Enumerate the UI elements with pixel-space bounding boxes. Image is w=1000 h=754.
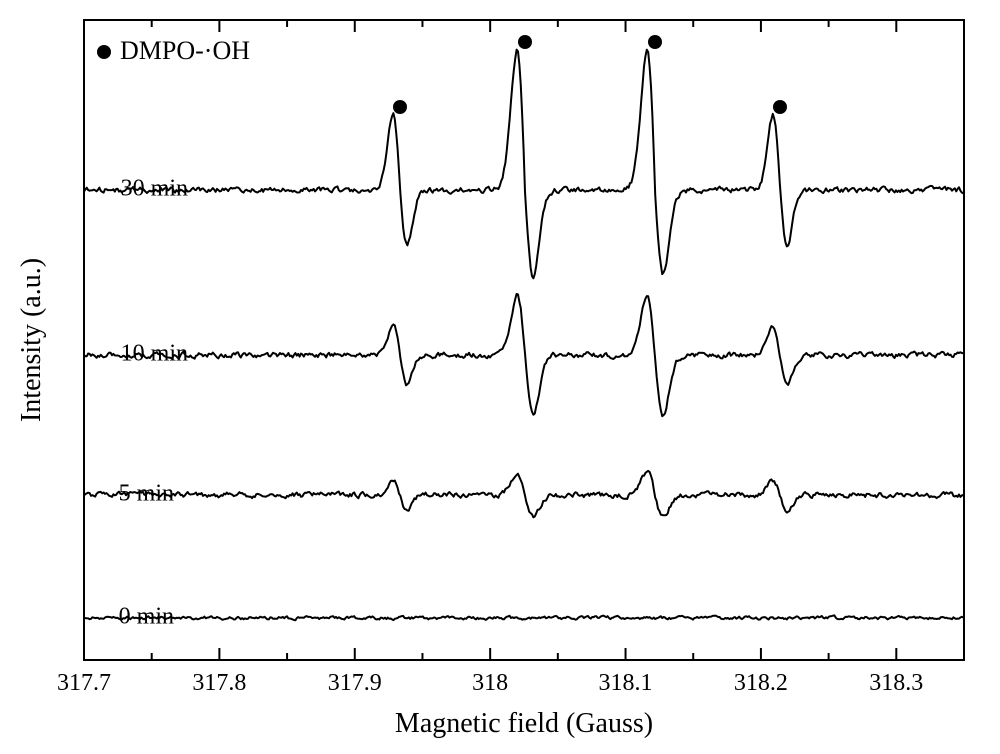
trace-label-t10: 10 min — [121, 341, 188, 367]
x-tick-label: 317.7 — [57, 670, 111, 696]
traces-group — [84, 50, 963, 621]
legend-marker-icon — [97, 45, 111, 59]
legend-text: DMPO-·OH — [120, 36, 250, 65]
trace-t30 — [84, 50, 963, 279]
epr-spectrum-chart: 317.7 317.8 317.9 318 318.1 318.2 318.3 0 min 5… — [0, 0, 1000, 754]
trace-t0 — [84, 615, 963, 620]
y-axis-title: Intensity (a.u.) — [16, 258, 47, 422]
trace-t5 — [84, 471, 963, 517]
trace-label-t30: 30 min — [121, 176, 188, 202]
peak-marker-icon — [518, 35, 532, 49]
peak-marker-icon — [393, 100, 407, 114]
x-tick-label: 318.2 — [734, 670, 788, 696]
trace-label-t0: 0 min — [119, 604, 174, 630]
chart-svg: 317.7 317.8 317.9 318 318.1 318.2 318.3 0 min 5… — [0, 0, 1000, 754]
x-axis-title: Magnetic field (Gauss) — [395, 708, 653, 739]
x-tick-label: 317.8 — [192, 670, 246, 696]
trace-label-t5: 5 min — [119, 481, 174, 507]
x-tick-label: 318.3 — [869, 670, 923, 696]
trace-t10 — [84, 294, 963, 416]
x-ticks-bottom — [84, 648, 896, 660]
x-tick-label: 318 — [472, 670, 508, 696]
trace-labels: 0 min 5 min 10 min 30 min — [119, 176, 188, 630]
x-tick-label: 317.9 — [328, 670, 382, 696]
peak-markers — [393, 35, 787, 114]
x-ticks-top — [84, 20, 896, 32]
peak-marker-icon — [648, 35, 662, 49]
x-tick-labels: 317.7 317.8 317.9 318 318.1 318.2 318.3 — [57, 670, 923, 696]
legend: DMPO-·OH — [97, 36, 250, 65]
peak-marker-icon — [773, 100, 787, 114]
x-tick-label: 318.1 — [599, 670, 653, 696]
